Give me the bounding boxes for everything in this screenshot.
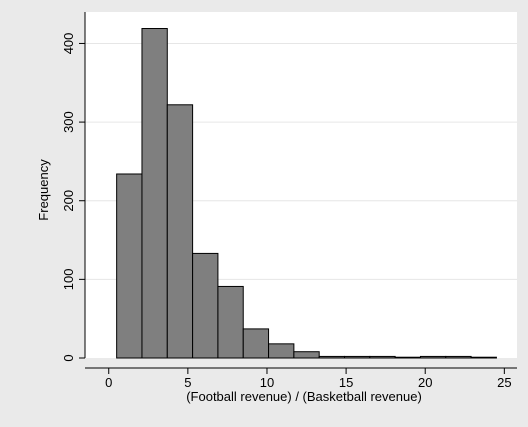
y-tick-label: 400 bbox=[61, 33, 76, 55]
histogram-bar bbox=[217, 285, 244, 359]
histogram-bar bbox=[242, 328, 270, 359]
histogram-bar bbox=[419, 355, 447, 359]
x-tick-label: 25 bbox=[497, 375, 511, 390]
histogram-bar bbox=[344, 355, 371, 359]
histogram-bar bbox=[166, 104, 194, 359]
histogram-bar bbox=[268, 343, 295, 359]
histogram-bar bbox=[318, 355, 346, 359]
y-tick-label: 0 bbox=[61, 354, 76, 361]
y-axis-title: Frequency bbox=[36, 159, 51, 221]
histogram-bar bbox=[116, 173, 143, 359]
y-tick-label: 200 bbox=[61, 190, 76, 212]
x-tick-label: 10 bbox=[260, 375, 274, 390]
x-tick-label: 20 bbox=[418, 375, 432, 390]
histogram-bar bbox=[445, 355, 472, 359]
axes bbox=[84, 12, 517, 369]
bars bbox=[116, 28, 497, 359]
histogram-bar bbox=[192, 252, 219, 359]
x-axis-title: (Football revenue) / (Basketball revenue… bbox=[186, 389, 422, 404]
y-tick-label: 300 bbox=[61, 111, 76, 133]
ticks: 0 100 200 300 400 0 5 10 15 20 25 bbox=[61, 33, 512, 390]
histogram-bar bbox=[369, 355, 396, 359]
histogram-bar bbox=[394, 356, 421, 359]
x-tick-label: 15 bbox=[339, 375, 353, 390]
histogram-bar bbox=[470, 356, 497, 359]
histogram-bar bbox=[141, 28, 168, 359]
y-tick-label: 100 bbox=[61, 269, 76, 291]
x-tick-label: 0 bbox=[105, 375, 112, 390]
histogram-bar bbox=[293, 351, 320, 359]
x-tick-label: 5 bbox=[184, 375, 191, 390]
